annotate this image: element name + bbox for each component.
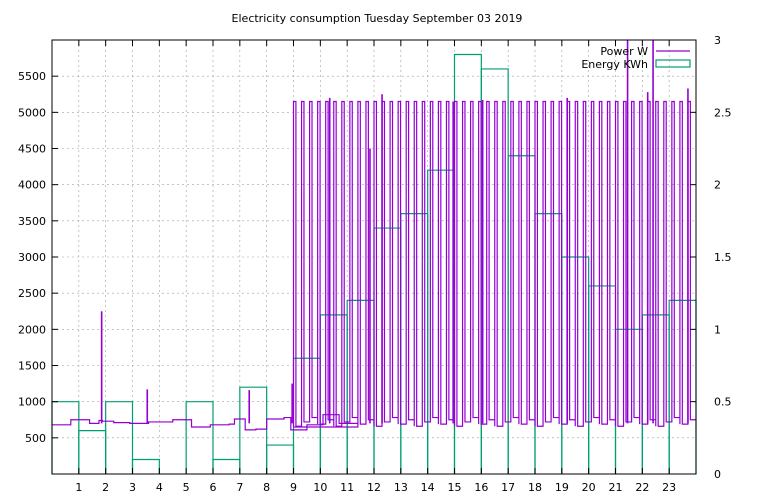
legend-energy-label: Energy KWh (581, 58, 648, 71)
energy-bar (131, 458, 160, 474)
y-tick-label: 2500 (18, 287, 46, 300)
energy-bar (534, 213, 563, 474)
y2-tick-label: 2.5 (714, 106, 732, 119)
energy-bar (185, 401, 214, 474)
legend: Power W Energy KWh (581, 45, 691, 71)
x-tick-label: 16 (474, 481, 488, 494)
x-tick-label: 22 (635, 481, 649, 494)
y2-tick-label: 1 (714, 323, 721, 336)
y-tick-label: 5000 (18, 106, 46, 119)
energy-bar (266, 444, 295, 474)
energy-bar (373, 227, 402, 474)
x-tick-label: 8 (263, 481, 270, 494)
energy-bar (105, 401, 134, 474)
y-tick-label: 500 (25, 432, 46, 445)
y2-tick-label: 1.5 (714, 251, 732, 264)
x-tick-label: 9 (290, 481, 297, 494)
y-tick-label: 4500 (18, 143, 46, 156)
x-tick-label: 17 (501, 481, 515, 494)
power-baseline (52, 414, 359, 431)
x-tick-label: 5 (183, 481, 190, 494)
energy-bar (78, 430, 107, 474)
y2-tick-label: 0.5 (714, 396, 732, 409)
x-tick-label: 23 (662, 481, 676, 494)
x-tick-label: 20 (582, 481, 596, 494)
x-tick-label: 10 (313, 481, 327, 494)
y-tick-label: 2000 (18, 323, 46, 336)
legend-energy-swatch (655, 59, 691, 68)
x-tick-label: 15 (448, 481, 462, 494)
y-tick-label: 1000 (18, 396, 46, 409)
y2-tick-label: 2 (714, 179, 721, 192)
legend-power-label: Power W (600, 45, 648, 58)
x-tick-label: 13 (394, 481, 408, 494)
y-tick-label: 4000 (18, 179, 46, 192)
y-tick-label: 3000 (18, 251, 46, 264)
power-series-layer (52, 40, 696, 431)
y2-tick-label: 0 (714, 468, 721, 481)
x-tick-label: 6 (210, 481, 217, 494)
y-tick-label: 3500 (18, 215, 46, 228)
y2-tick-label: 3 (714, 34, 721, 47)
x-tick-label: 12 (367, 481, 381, 494)
x-tick-label: 3 (129, 481, 136, 494)
chart-title: Electricity consumption Tuesday Septembe… (232, 12, 523, 25)
plot-frame (51, 39, 697, 475)
power-cycle-line (292, 100, 696, 427)
axis-layer: 1 2 3 4 5 6 7 8 9 10 11 12 13 14 15 16 17 18 19 20 21 22 23500… (18, 34, 732, 494)
x-tick-label: 1 (75, 481, 82, 494)
energy-bar (453, 53, 482, 474)
energy-bar (292, 357, 321, 474)
x-tick-label: 11 (340, 481, 354, 494)
x-tick-label: 7 (236, 481, 243, 494)
energy-bar (239, 386, 268, 474)
x-tick-label: 14 (421, 481, 435, 494)
x-tick-label: 2 (102, 481, 109, 494)
x-tick-label: 21 (609, 481, 623, 494)
energy-bar (212, 458, 241, 474)
x-tick-label: 19 (555, 481, 569, 494)
x-tick-label: 18 (528, 481, 542, 494)
x-tick-label: 4 (156, 481, 163, 494)
y-tick-label: 1500 (18, 360, 46, 373)
y-tick-label: 5500 (18, 70, 46, 83)
